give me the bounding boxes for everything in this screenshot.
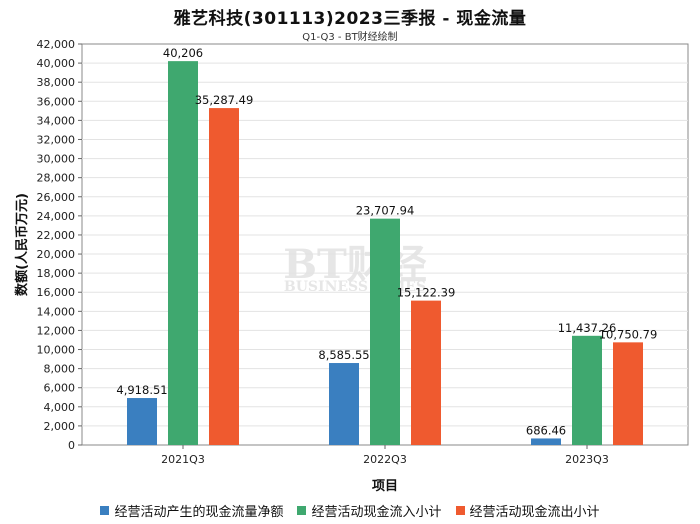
data-label: 686.46 — [526, 423, 566, 437]
bar — [411, 300, 441, 445]
legend-swatch-outflow — [455, 506, 465, 515]
legend-label-outflow: 经营活动现金流出小计 — [469, 505, 600, 520]
bar — [531, 438, 561, 445]
y-tick-label: 16,000 — [37, 286, 76, 299]
data-label: 15,122.39 — [397, 286, 456, 300]
data-label: 23,707.94 — [356, 204, 415, 218]
watermark-text: BT财经 — [283, 241, 427, 288]
x-tick-label: 2023Q3 — [565, 453, 609, 466]
y-tick-label: 10,000 — [37, 344, 76, 357]
y-tick-label: 34,000 — [37, 114, 76, 127]
bar — [370, 218, 400, 445]
bar — [572, 335, 602, 445]
y-axis-title: 数额(人民币万元) — [14, 193, 30, 296]
x-axis-title: 项目 — [372, 479, 398, 494]
x-tick-label: 2022Q3 — [363, 453, 407, 466]
y-tick-label: 42,000 — [37, 38, 76, 51]
y-tick-label: 32,000 — [37, 133, 76, 146]
legend: 经营活动产生的现金流量净额 经营活动现金流入小计 经营活动现金流出小计 — [0, 501, 700, 520]
bar — [209, 108, 239, 445]
y-tick-label: 8,000 — [44, 363, 76, 376]
legend-label-net: 经营活动产生的现金流量净额 — [114, 505, 284, 520]
legend-item-net: 经营活动产生的现金流量净额 — [100, 501, 283, 520]
y-tick-label: 18,000 — [37, 267, 76, 280]
data-label: 8,585.55 — [318, 348, 369, 362]
y-tick-label: 12,000 — [37, 324, 76, 337]
legend-swatch-net — [100, 506, 110, 515]
y-tick-label: 40,000 — [37, 57, 76, 70]
data-label: 35,287.49 — [195, 93, 254, 107]
y-tick-label: 0 — [68, 439, 75, 452]
y-tick-label: 26,000 — [37, 191, 76, 204]
legend-swatch-inflow — [297, 506, 307, 515]
data-label: 4,918.51 — [116, 383, 167, 397]
y-tick-label: 28,000 — [37, 172, 76, 185]
bar — [613, 342, 643, 445]
legend-item-outflow: 经营活动现金流出小计 — [455, 501, 600, 520]
y-tick-label: 22,000 — [37, 229, 76, 242]
y-tick-label: 14,000 — [37, 305, 76, 318]
x-tick-label: 2021Q3 — [161, 453, 205, 466]
y-tick-label: 38,000 — [37, 76, 76, 89]
y-tick-label: 4,000 — [44, 401, 76, 414]
chart-title: 雅艺科技(301113)2023三季报 - 现金流量 — [173, 9, 527, 29]
data-label: 40,206 — [163, 46, 203, 60]
bar — [168, 61, 198, 446]
y-tick-label: 6,000 — [44, 382, 76, 395]
y-tick-label: 36,000 — [37, 95, 76, 108]
data-label: 11,437.26 — [558, 321, 617, 335]
data-label: 10,750.79 — [599, 327, 658, 341]
bar — [329, 363, 359, 445]
chart-subtitle: Q1-Q3 - BT财经绘制 — [302, 32, 398, 43]
legend-item-inflow: 经营活动现金流入小计 — [297, 501, 442, 520]
legend-label-inflow: 经营活动现金流入小计 — [311, 505, 442, 520]
y-tick-label: 30,000 — [37, 153, 76, 166]
bar — [127, 398, 157, 445]
y-tick-label: 20,000 — [37, 248, 76, 261]
y-tick-label: 24,000 — [37, 210, 76, 223]
y-tick-label: 2,000 — [44, 420, 76, 433]
